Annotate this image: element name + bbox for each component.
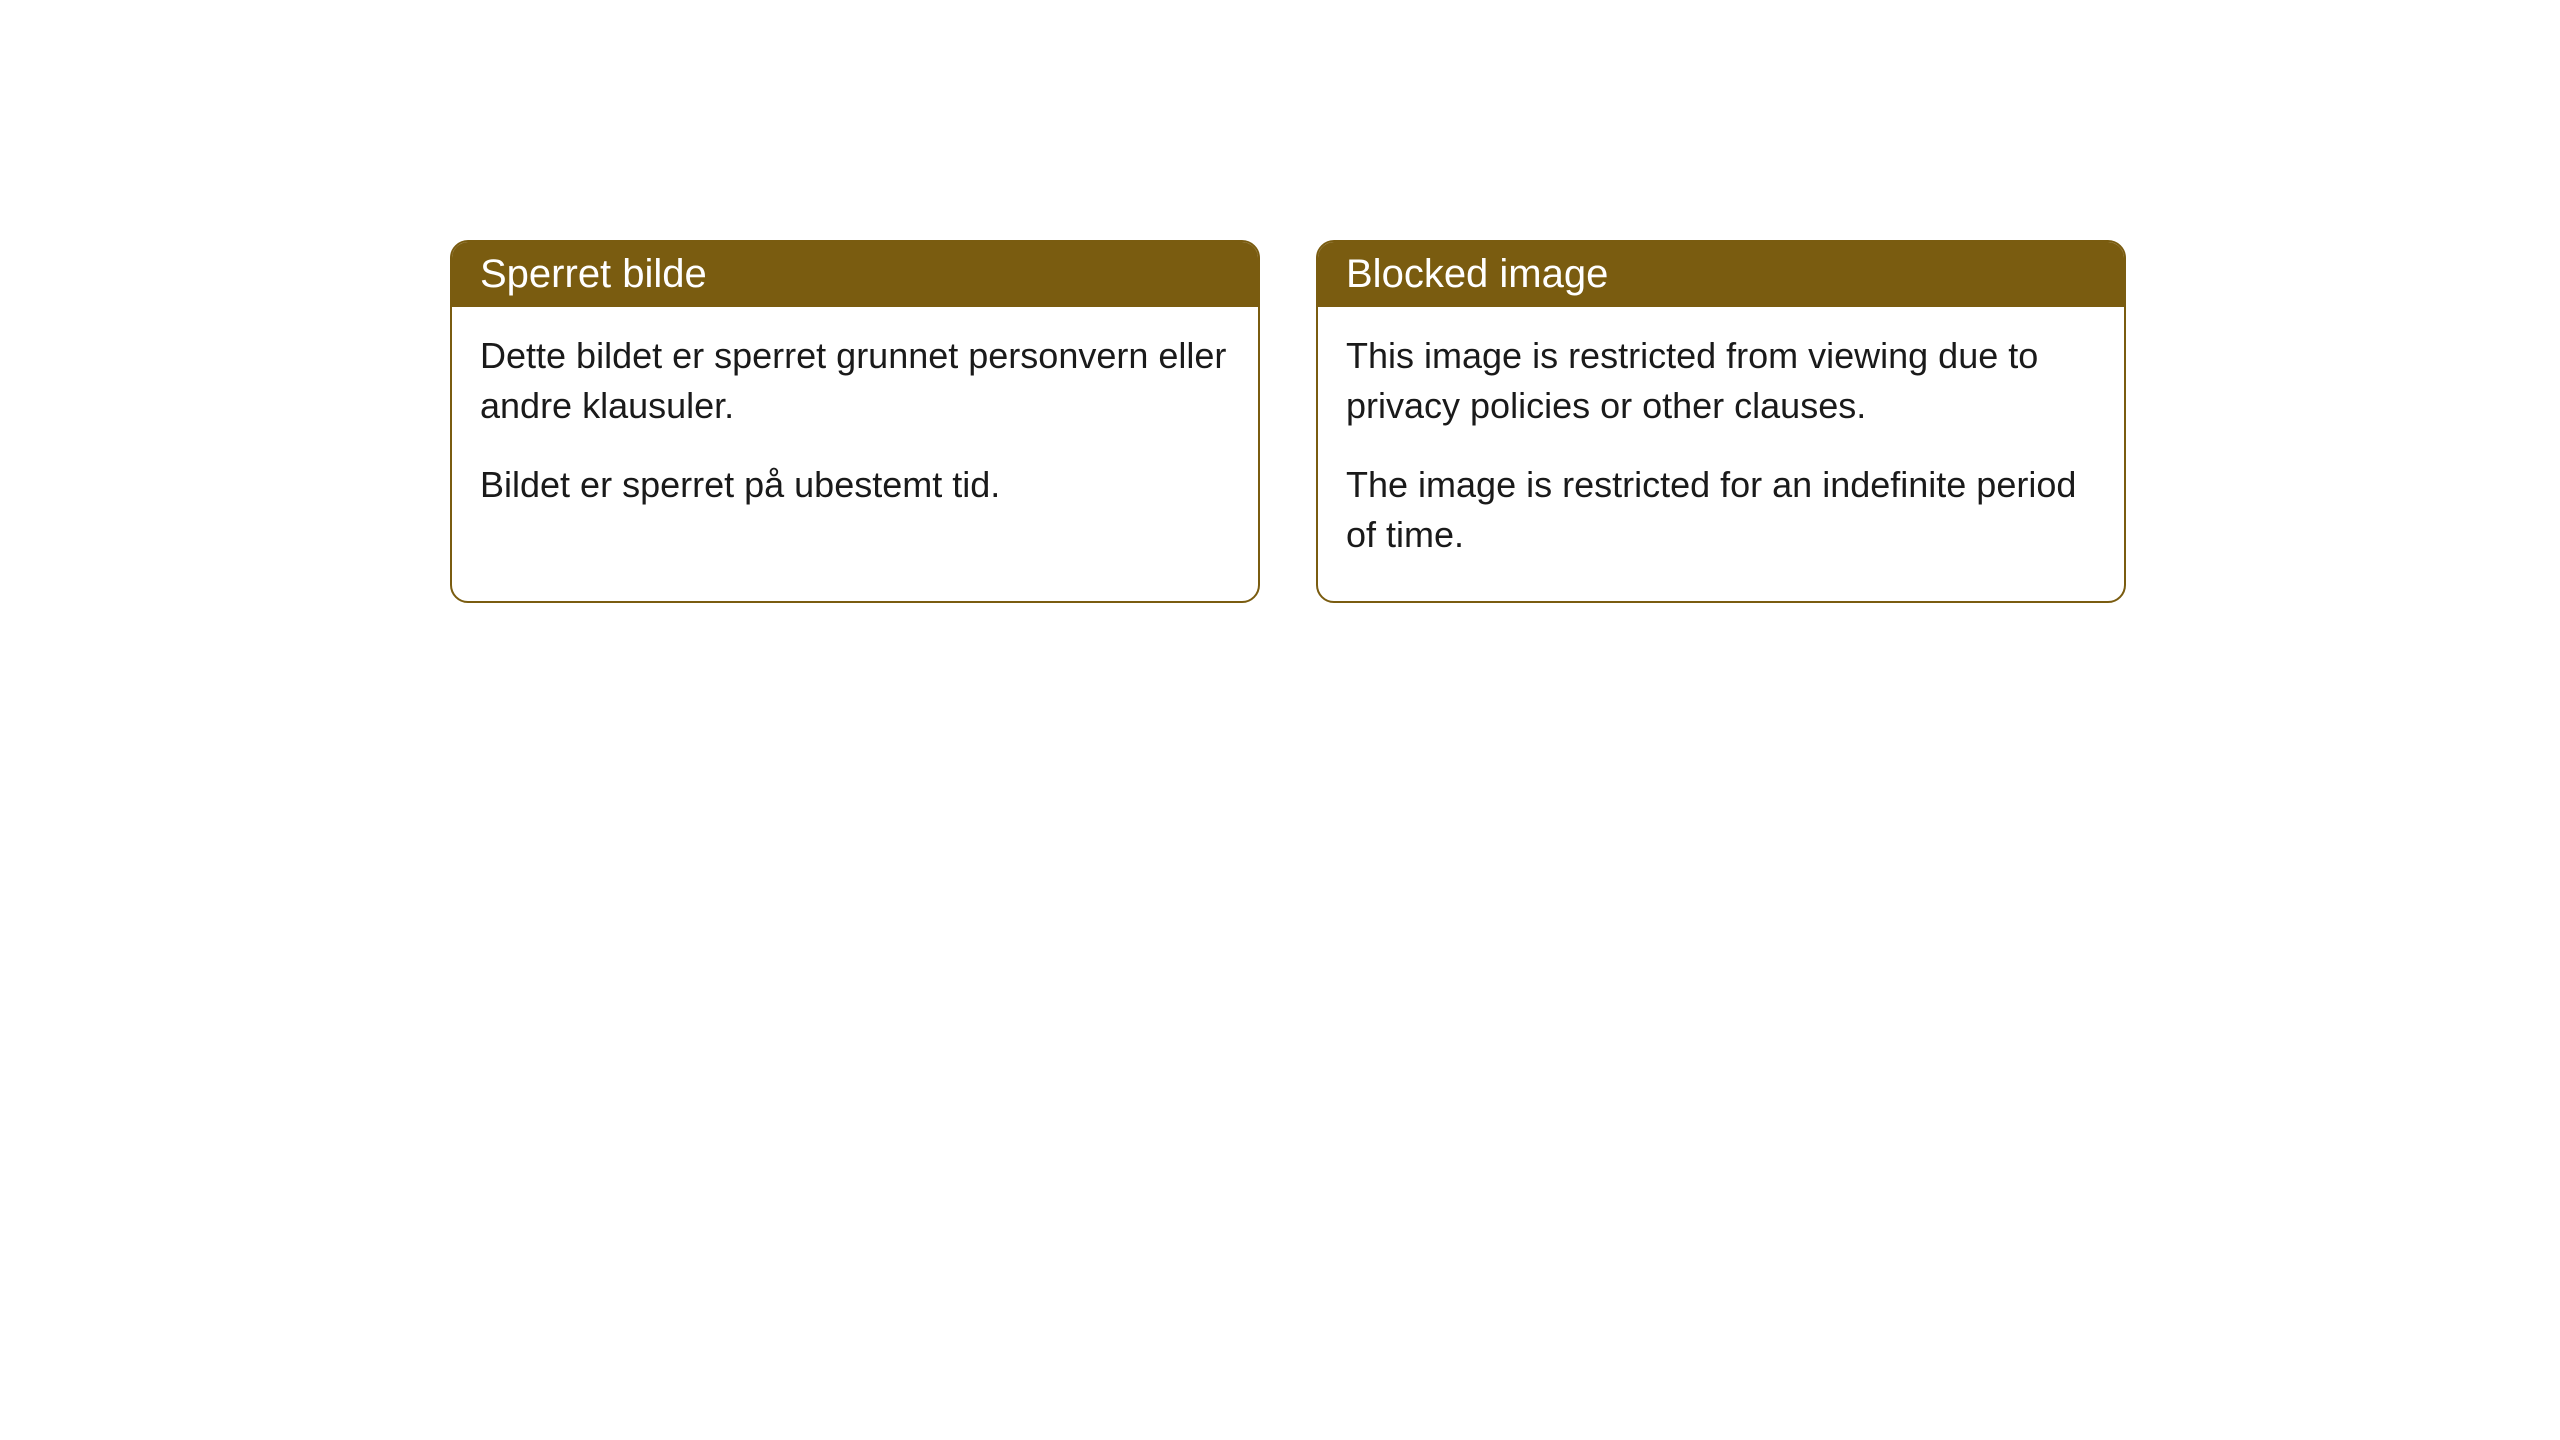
card-body-english: This image is restricted from viewing du… xyxy=(1318,307,2124,601)
notice-cards-container: Sperret bilde Dette bildet er sperret gr… xyxy=(450,240,2126,603)
card-paragraph: Dette bildet er sperret grunnet personve… xyxy=(480,331,1230,432)
card-paragraph: This image is restricted from viewing du… xyxy=(1346,331,2096,432)
card-title-norwegian: Sperret bilde xyxy=(452,242,1258,307)
card-title-english: Blocked image xyxy=(1318,242,2124,307)
card-body-norwegian: Dette bildet er sperret grunnet personve… xyxy=(452,307,1258,550)
card-paragraph: The image is restricted for an indefinit… xyxy=(1346,460,2096,561)
notice-card-norwegian: Sperret bilde Dette bildet er sperret gr… xyxy=(450,240,1260,603)
notice-card-english: Blocked image This image is restricted f… xyxy=(1316,240,2126,603)
card-paragraph: Bildet er sperret på ubestemt tid. xyxy=(480,460,1230,510)
